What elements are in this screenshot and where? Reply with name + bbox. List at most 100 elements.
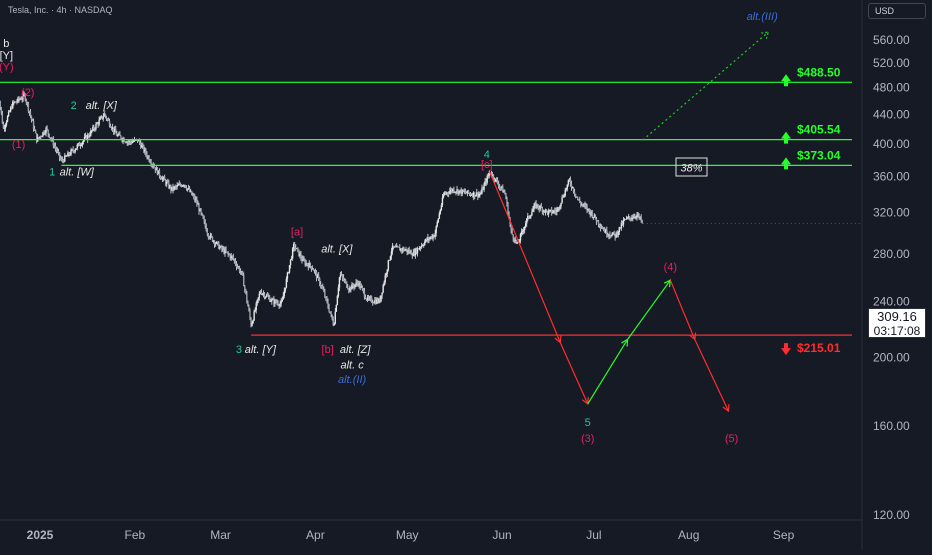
candle-body bbox=[418, 247, 421, 250]
candle-body bbox=[569, 179, 572, 185]
candle-body bbox=[292, 244, 295, 249]
candle-body bbox=[176, 185, 178, 187]
candle-body bbox=[299, 254, 301, 256]
x-tick-label: May bbox=[396, 528, 419, 542]
candle-body bbox=[431, 236, 433, 239]
candle-body bbox=[606, 229, 608, 236]
bar-countdown: 03:17:08 bbox=[873, 324, 921, 338]
candle-body bbox=[174, 186, 176, 188]
candle-body bbox=[330, 313, 332, 315]
candle-body bbox=[256, 299, 258, 304]
candle-body bbox=[584, 204, 586, 206]
candle-body bbox=[79, 145, 82, 147]
candle-body bbox=[380, 295, 382, 302]
candle-body bbox=[3, 128, 6, 129]
candle-body bbox=[323, 289, 325, 292]
wave-label: [Y] bbox=[0, 50, 13, 62]
candle-body bbox=[484, 181, 486, 185]
candle-body bbox=[363, 290, 366, 297]
candle-body bbox=[452, 189, 454, 192]
candle-body bbox=[404, 249, 406, 251]
level-price-label: $488.50 bbox=[797, 65, 841, 79]
candle-body bbox=[556, 210, 558, 212]
candle-body bbox=[343, 280, 346, 282]
candle-body bbox=[408, 250, 410, 253]
candle-body bbox=[603, 229, 605, 230]
candle-body bbox=[210, 234, 213, 237]
candle-body bbox=[532, 209, 534, 212]
green-projection bbox=[627, 279, 671, 340]
candles-group bbox=[0, 90, 643, 328]
candle-body bbox=[90, 130, 92, 136]
wave-label: (Y) bbox=[0, 61, 14, 73]
candle-body bbox=[138, 140, 141, 144]
candle-body bbox=[230, 255, 232, 259]
wave-label: [c] bbox=[481, 159, 493, 171]
candle-body bbox=[417, 248, 420, 250]
candle-body bbox=[494, 178, 497, 182]
candle-body bbox=[5, 121, 8, 125]
candle-body bbox=[537, 204, 539, 208]
candle-body bbox=[52, 139, 55, 146]
candle-body bbox=[228, 253, 230, 255]
candle-body bbox=[68, 152, 70, 155]
candle-body bbox=[419, 247, 422, 249]
candle-body bbox=[617, 232, 619, 236]
candle-body bbox=[392, 245, 395, 248]
candle-body bbox=[214, 243, 217, 245]
y-tick-label: 440.00 bbox=[873, 108, 910, 122]
candle-body bbox=[553, 210, 555, 213]
candle-body bbox=[367, 297, 370, 299]
candle-body bbox=[371, 297, 373, 303]
candle-body bbox=[507, 203, 509, 215]
candle-body bbox=[84, 135, 87, 137]
candle-body bbox=[329, 311, 331, 314]
candle-body bbox=[545, 209, 548, 211]
candle-body bbox=[437, 218, 439, 223]
candle-body bbox=[43, 132, 45, 134]
candle-body bbox=[449, 191, 451, 194]
candle-body bbox=[341, 274, 344, 278]
candle-body bbox=[126, 141, 128, 143]
chart-header-title: Tesla, Inc. · 4h · NASDAQ bbox=[8, 5, 113, 15]
candle-body bbox=[16, 101, 18, 103]
candle-body bbox=[290, 258, 293, 260]
candle-body bbox=[105, 116, 108, 120]
candle-body bbox=[458, 190, 460, 194]
candle-body bbox=[153, 166, 155, 168]
candle-body bbox=[528, 215, 530, 218]
candle-body bbox=[273, 299, 275, 304]
candle-body bbox=[99, 117, 101, 120]
candle-body bbox=[81, 142, 84, 145]
candle-body bbox=[66, 155, 68, 157]
candle-body bbox=[47, 129, 49, 134]
candle-body bbox=[381, 292, 383, 296]
candle-body bbox=[365, 298, 368, 300]
wave-label: (3) bbox=[581, 433, 594, 445]
candle-body bbox=[75, 148, 77, 150]
candle-body bbox=[106, 119, 109, 120]
candle-body bbox=[295, 247, 297, 249]
candle-body bbox=[492, 174, 495, 180]
candle-body bbox=[187, 188, 190, 190]
candle-body bbox=[544, 209, 547, 213]
candle-body bbox=[359, 282, 361, 288]
candle-body bbox=[86, 134, 89, 140]
candle-body bbox=[67, 152, 69, 156]
candle-body bbox=[347, 287, 349, 290]
y-tick-label: 240.00 bbox=[873, 294, 910, 308]
level-arrow-down-icon bbox=[781, 343, 791, 356]
candle-body bbox=[115, 129, 117, 134]
currency-selector[interactable]: USD bbox=[868, 3, 926, 19]
candle-body bbox=[597, 220, 600, 225]
candle-body bbox=[38, 137, 40, 139]
x-tick-label: Feb bbox=[125, 528, 146, 542]
candle-body bbox=[219, 247, 221, 249]
candle-body bbox=[518, 240, 521, 243]
candle-body bbox=[211, 236, 214, 242]
y-tick-label: 280.00 bbox=[873, 247, 910, 261]
candle-body bbox=[60, 159, 63, 161]
candle-body bbox=[575, 196, 578, 198]
